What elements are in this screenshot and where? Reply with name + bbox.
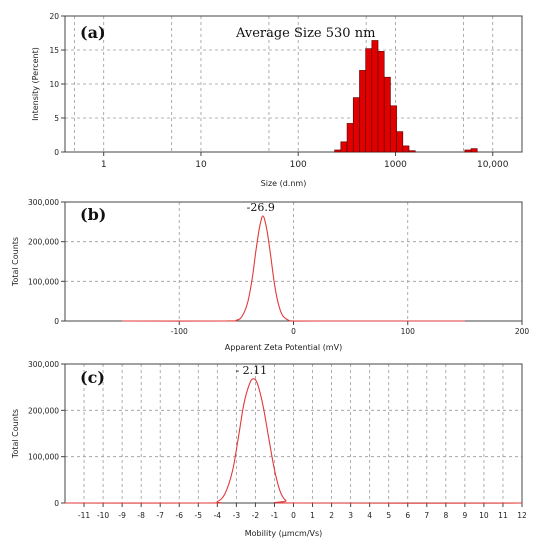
y-tick-label: 0 (54, 317, 59, 326)
x-tick-label: 6 (405, 511, 410, 520)
x-tick-label: -8 (137, 511, 145, 520)
histogram-bar (396, 131, 404, 153)
x-tick-label: 1000 (384, 160, 407, 170)
histogram-bar (390, 105, 397, 153)
histogram-bar (340, 141, 348, 153)
x-tick-label: 9 (462, 511, 467, 520)
x-tick-label: 0 (291, 511, 296, 520)
y-tick-label: 0 (54, 499, 59, 508)
histogram-bar (371, 40, 379, 153)
x-tick-label: -100 (171, 327, 188, 336)
x-tick-label: 4 (367, 511, 372, 520)
histogram-bar (408, 150, 416, 153)
y-tick-label: 10 (49, 80, 59, 89)
x-tick-label: 5 (386, 511, 391, 520)
x-axis-label: Mobility (µmcm/Vs) (245, 529, 323, 538)
histogram-bar (346, 123, 354, 153)
panel-b: 0 100,000 200,000 300,000 -100 0 100 200 Apparen… (11, 198, 529, 352)
x-tick-label: 7 (424, 511, 429, 520)
peak-label: - 2.11 (235, 364, 267, 377)
y-tick-label: 15 (49, 46, 59, 55)
y-axis-label: Total Counts (11, 409, 20, 459)
histogram-bar (352, 97, 360, 153)
x-tick-label: 12 (517, 511, 527, 520)
histogram-bar (464, 149, 472, 153)
y-tick-label: 20 (49, 12, 59, 21)
x-axis-label: Size (d.nm) (261, 179, 307, 188)
y-tick-label: 200,000 (28, 406, 59, 415)
x-tick-label: -7 (156, 511, 164, 520)
plot-frame (64, 201, 523, 322)
y-tick-label: 0 (54, 148, 59, 157)
x-tick-label: 100 (290, 160, 307, 170)
x-tick-label: -1 (271, 511, 279, 520)
y-axis-label: Total Counts (11, 237, 20, 287)
x-tick-label: -3 (233, 511, 241, 520)
peak-label: -26.9 (247, 201, 275, 214)
x-tick-label: 8 (443, 511, 448, 520)
histogram-bar (383, 76, 391, 153)
histogram-bar (359, 70, 366, 153)
x-tick-label: 100 (401, 327, 416, 336)
x-axis-label: Apparent Zeta Potential (mV) (225, 343, 342, 352)
panel-a: 0 5 10 15 20 1 10 100 1000 10,000 Size (d.nm) Inten… (31, 12, 523, 188)
y-axis-label: Intensity (Percent) (31, 47, 40, 121)
x-tick-label: -4 (214, 511, 222, 520)
x-tick-label: 10 (195, 160, 207, 170)
y-tick-label: 5 (54, 114, 59, 123)
series-line (122, 215, 465, 322)
x-tick-label: -5 (195, 511, 203, 520)
y-tick-label: 100,000 (28, 453, 59, 462)
average-size-annotation: Average Size 530 nm (235, 26, 375, 41)
panel-label: (c) (80, 368, 105, 387)
histogram-bar (470, 148, 478, 153)
histogram-bar (377, 51, 385, 153)
panel-label: (a) (80, 23, 106, 42)
y-tick-label: 100,000 (28, 277, 59, 286)
histogram-bar (402, 145, 410, 153)
x-tick-label: 10,000 (477, 160, 509, 170)
histogram-bar (334, 149, 342, 153)
x-tick-label: -6 (176, 511, 184, 520)
x-tick-label: 3 (348, 511, 353, 520)
panel-label: (b) (80, 205, 106, 224)
x-tick-label: 10 (479, 511, 489, 520)
x-tick-label: -10 (97, 511, 109, 520)
x-tick-label: -2 (252, 511, 260, 520)
x-tick-label: 0 (291, 327, 296, 336)
x-tick-label: 2 (329, 511, 334, 520)
x-tick-label: -9 (118, 511, 126, 520)
histogram-bar (365, 48, 373, 153)
y-tick-label: 300,000 (28, 198, 59, 207)
x-tick-label: 200 (515, 327, 530, 336)
y-tick-label: 200,000 (28, 238, 59, 247)
x-tick-label: 1 (310, 511, 315, 520)
x-tick-label: -11 (78, 511, 90, 520)
series-line (64, 378, 523, 504)
x-tick-label: 11 (498, 511, 508, 520)
y-tick-label: 300,000 (28, 360, 59, 369)
x-tick-label: 1 (101, 160, 107, 170)
